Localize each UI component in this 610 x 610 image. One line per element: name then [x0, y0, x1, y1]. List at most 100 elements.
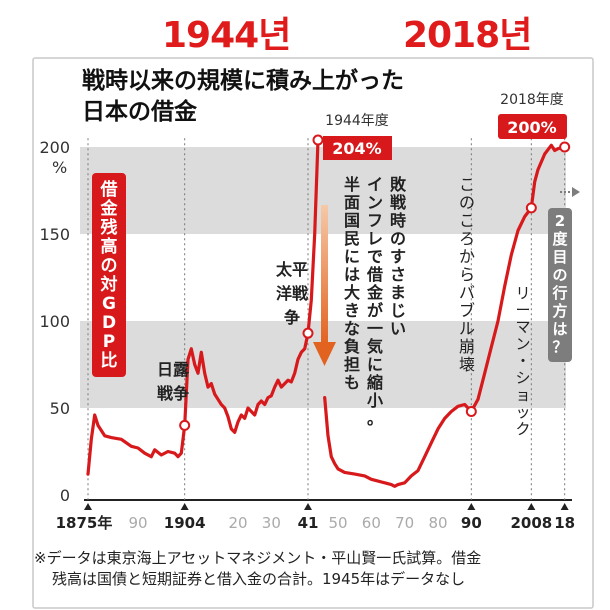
label-second-time-char: 度 — [552, 230, 568, 248]
label-postwar-col-2-char: 面 — [344, 193, 360, 212]
x-tick-marker-1941 — [304, 503, 312, 510]
x-tick-label-1960: 60 — [362, 514, 381, 532]
annotations: 借金残高の対GDP比1944年度204%2018年度200%日露戦争太平洋戦争敗… — [92, 92, 580, 438]
x-tick-label-1980: 80 — [428, 514, 447, 532]
label-bubble-char: バ — [459, 283, 475, 302]
label-bubble-char: こ — [459, 211, 475, 230]
point-markers — [179, 134, 571, 431]
callout-1944-value: 204% — [332, 139, 381, 158]
label-postwar-col-1-char: 。 — [367, 409, 383, 428]
point-marker-2018 — [559, 141, 571, 153]
label-postwar-col-1-char: に — [367, 355, 383, 374]
label-bubble-char: ろ — [459, 229, 475, 248]
label-second-time-char: 2 — [555, 212, 565, 230]
label-postwar-col-0-char: 戦 — [390, 193, 407, 212]
label-bubble-char: か — [459, 247, 475, 266]
x-axis: 1875年 90 1904 20 30 41 50 60 70 80 90 2008 18 — [56, 138, 575, 532]
label-postwar-col-1-char: 小 — [367, 391, 383, 410]
label-pacific-war-line-2: 争 — [284, 308, 300, 327]
x-tick-label-1930: 30 — [262, 514, 281, 532]
legend-box-text-char: D — [102, 313, 116, 333]
y-tick-label-0: 0 — [60, 486, 70, 505]
x-tick-label-1950: 50 — [328, 514, 347, 532]
label-postwar-col-2-char: も — [344, 373, 360, 392]
x-tick-label-1890: 90 — [128, 514, 147, 532]
point-marker-1904 — [179, 419, 191, 431]
label-postwar-col-1-char: 一 — [367, 319, 383, 338]
label-postwar-col-1-char: 縮 — [367, 373, 383, 392]
label-lehman-char: ン — [515, 335, 530, 353]
label-second-time-char: 方 — [552, 302, 567, 320]
series-line — [86, 138, 567, 488]
callout-2018-box — [498, 114, 567, 139]
x-tick-marker-1904 — [180, 503, 189, 510]
label-postwar-col-1-char: が — [367, 301, 383, 320]
footnote: ※データは東京海上アセットマネジメント・平山賢一氏試算。借金 残高は国債と短期証… — [34, 548, 594, 590]
legend-box-text-char: 高 — [101, 236, 118, 257]
legend-box-text-char: G — [102, 294, 116, 314]
label-postwar-col-2-char: 担 — [344, 355, 360, 374]
label-postwar-col-2-char: 負 — [344, 337, 360, 356]
series-line-0-segment-0 — [86, 138, 320, 476]
label-pacific-war-line-0: 太平 — [275, 260, 308, 279]
postwar-arrow-shaft — [321, 205, 328, 345]
point-marker-1990 — [465, 405, 477, 417]
footnote-line-2: 残高は国債と短期証券と借入金の合計。1945年はデータなし — [52, 570, 466, 588]
label-bubble-char: ブ — [459, 301, 475, 320]
label-bubble-char: こ — [459, 175, 475, 194]
label-russo-japanese-war-line-1: 戦争 — [157, 384, 189, 403]
label-bubble-char: の — [459, 193, 475, 212]
label-postwar-col-1-char: で — [367, 247, 383, 266]
label-second-time-char: 行 — [551, 284, 567, 302]
label-postwar-col-1-char: ン — [367, 193, 383, 212]
label-postwar-col-0-char: 敗 — [390, 175, 407, 194]
legend-box-text-char: 対 — [100, 274, 118, 295]
label-postwar-col-1-char: イ — [367, 175, 383, 194]
x-tick-label-1970: 70 — [395, 514, 414, 532]
footnote-line-1: ※データは東京海上アセットマネジメント・平山賢一氏試算。借金 — [34, 549, 482, 567]
legend-box-text-char: 残 — [101, 217, 118, 238]
label-second-time-char: ？ — [552, 338, 567, 356]
label-lehman-char: ー — [515, 301, 530, 319]
legend-box-text-char: 金 — [100, 198, 119, 219]
label-second-time-box — [548, 208, 572, 362]
label-postwar-col-1-char: フ — [367, 211, 383, 230]
callout-1944-box — [323, 136, 392, 160]
series-line-0-segment-1 — [323, 143, 567, 488]
legend-box-text-char: P — [103, 332, 115, 352]
label-postwar-col-0-char: 時 — [390, 211, 406, 230]
callout-1944-year: 1944年度 — [325, 113, 389, 129]
point-marker-2008 — [525, 202, 537, 214]
y-tick-label-100: 100 — [39, 312, 70, 331]
label-bubble-char: ル — [459, 319, 475, 338]
label-second-time-char: の — [552, 266, 567, 284]
chart-title-line-1: 日本の借金 — [82, 98, 198, 125]
label-second-time-char: は — [552, 320, 567, 338]
label-second-time-char: 目 — [552, 248, 567, 266]
legend-box — [92, 173, 126, 377]
chart-title-line-0: 戦時以来の規模に積み上がった — [82, 67, 404, 94]
legend-box-text-char: の — [101, 256, 118, 276]
point-marker-1941 — [302, 327, 314, 339]
label-postwar-col-2-char: き — [344, 301, 360, 320]
label-postwar-col-1-char: 借 — [366, 265, 383, 284]
label-pacific-war-line-1: 洋戦 — [276, 284, 309, 303]
label-postwar-col-2-char: 国 — [344, 211, 360, 230]
label-bubble-char: 壊 — [459, 355, 475, 374]
y-axis-unit: % — [52, 158, 67, 177]
label-lehman-char: ッ — [515, 403, 530, 421]
label-lehman-char: シ — [515, 369, 530, 387]
label-postwar-col-0-char: じ — [390, 301, 406, 320]
callout-2018-year: 2018年度 — [500, 92, 564, 108]
label-postwar-col-2-char: は — [344, 265, 360, 284]
label-bubble-char: ら — [459, 265, 475, 284]
x-tick-label-2018: 18 — [554, 514, 575, 532]
